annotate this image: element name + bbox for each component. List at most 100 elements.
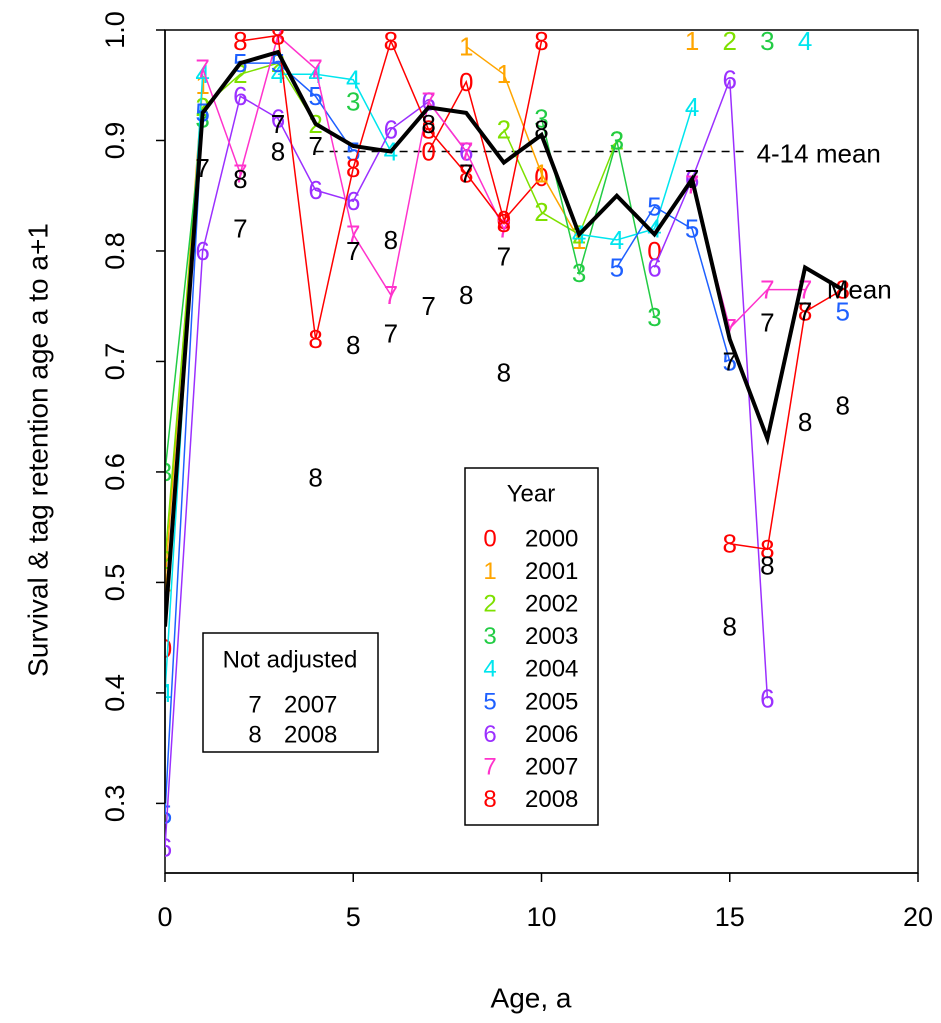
unadjusted-marker: 7 <box>308 131 322 161</box>
legend-marker: 5 <box>483 688 496 715</box>
series-marker: 6 <box>158 832 172 862</box>
series-marker: 8 <box>346 153 360 183</box>
series-marker: 6 <box>723 65 737 95</box>
reference-label: 4-14 mean <box>757 138 881 168</box>
legend-label: 2005 <box>525 688 578 715</box>
legend-label: 2006 <box>525 721 578 748</box>
series-marker: 4 <box>798 26 812 56</box>
legend-marker: 1 <box>483 558 496 585</box>
series-marker: 6 <box>195 236 209 266</box>
unadjusted-legend-label: 2008 <box>284 721 337 748</box>
series-marker: 3 <box>572 258 586 288</box>
unadjusted-marker: 8 <box>760 551 774 581</box>
series-marker: 8 <box>534 26 548 56</box>
series-line <box>465 45 580 241</box>
unadjusted-legend-box <box>202 632 379 753</box>
legend-marker: 2 <box>483 591 496 618</box>
series-marker: 2 <box>497 114 511 144</box>
y-tick-label: 0.8 <box>100 232 130 270</box>
series-marker: 6 <box>346 186 360 216</box>
unadjusted-marker: 7 <box>271 109 285 139</box>
legend-marker: 7 <box>483 754 496 781</box>
series-marker: 7 <box>384 280 398 310</box>
series-marker: 3 <box>760 26 774 56</box>
series-marker: 5 <box>647 192 661 222</box>
y-axis-label: Survival & tag retention age a to a+1 <box>22 223 53 677</box>
unadjusted-marker: 7 <box>459 159 473 189</box>
series-marker: 5 <box>308 81 322 111</box>
series-marker: 8 <box>384 26 398 56</box>
series-marker: 4 <box>346 65 360 95</box>
series-marker: 4 <box>647 214 661 244</box>
series-line <box>201 34 505 298</box>
series-marker: 7 <box>233 159 247 189</box>
unadjusted-marker: 8 <box>497 357 511 387</box>
unadjusted-marker: 8 <box>233 164 247 194</box>
series-marker: 6 <box>271 103 285 133</box>
series-marker: 6 <box>384 114 398 144</box>
series-marker: 3 <box>647 302 661 332</box>
y-tick-label: 0.5 <box>100 564 130 602</box>
series-marker: 3 <box>346 87 360 117</box>
legend-label: 2004 <box>525 656 578 683</box>
series-marker: 4 <box>610 225 624 255</box>
series-line <box>579 107 693 241</box>
series-marker: 7 <box>497 214 511 244</box>
unadjusted-marker: 8 <box>346 330 360 360</box>
series-marker: 2 <box>534 197 548 227</box>
series-marker: 3 <box>158 457 172 487</box>
series-marker: 8 <box>760 534 774 564</box>
series-line <box>616 205 731 362</box>
unadjusted-marker: 8 <box>271 136 285 166</box>
unadjusted-marker: 7 <box>760 308 774 338</box>
legend-title: Year <box>507 480 556 507</box>
unadjusted-marker: 8 <box>308 462 322 492</box>
x-tick-label: 5 <box>346 902 361 932</box>
unadjusted-marker: 7 <box>233 214 247 244</box>
x-tick-label: 20 <box>903 902 933 932</box>
series-marker: 6 <box>308 175 322 205</box>
series-marker: 8 <box>798 297 812 327</box>
series-marker: 8 <box>459 159 473 189</box>
legend-label: 2008 <box>525 786 578 813</box>
legend-marker: 0 <box>483 525 496 552</box>
mean-line <box>165 49 844 627</box>
x-tick-label: 15 <box>715 902 745 932</box>
series-marker: 0 <box>421 136 435 166</box>
series-line <box>540 118 656 318</box>
series-marker: 0 <box>534 162 548 192</box>
legend-label: 2003 <box>525 623 578 650</box>
series-marker: 0 <box>459 67 473 97</box>
legend-marker: 3 <box>483 623 496 650</box>
series-marker: 8 <box>421 114 435 144</box>
series-marker: 5 <box>158 799 172 829</box>
series-line <box>277 73 392 152</box>
legend-marker: 6 <box>483 721 496 748</box>
series-marker: 7 <box>760 275 774 305</box>
y-tick-label: 0.7 <box>100 343 130 381</box>
unadjusted-marker: 8 <box>459 280 473 310</box>
series-marker: 8 <box>723 529 737 559</box>
unadjusted-legend-label: 2007 <box>284 691 337 718</box>
series-marker: 7 <box>195 54 209 84</box>
legend-label: 2007 <box>525 754 578 781</box>
series-line <box>165 62 354 815</box>
series-marker: 1 <box>497 59 511 89</box>
unadjusted-marker: 7 <box>421 291 435 321</box>
legend-marker: 4 <box>483 656 496 683</box>
series-marker: 8 <box>233 26 247 56</box>
series-marker: 5 <box>835 297 849 327</box>
unadjusted-marker: 8 <box>835 391 849 421</box>
series-marker: 4 <box>158 678 172 708</box>
y-tick-label: 0.9 <box>100 122 130 160</box>
series-line <box>427 79 543 222</box>
x-tick-label: 10 <box>526 902 556 932</box>
series-marker: 3 <box>534 103 548 133</box>
unadjusted-legend-marker: 7 <box>248 691 261 718</box>
legend-label: 2000 <box>525 525 578 552</box>
legend-marker: 8 <box>483 786 496 813</box>
series-marker: 2 <box>195 92 209 122</box>
series-marker: 4 <box>685 92 699 122</box>
unadjusted-marker: 8 <box>384 225 398 255</box>
